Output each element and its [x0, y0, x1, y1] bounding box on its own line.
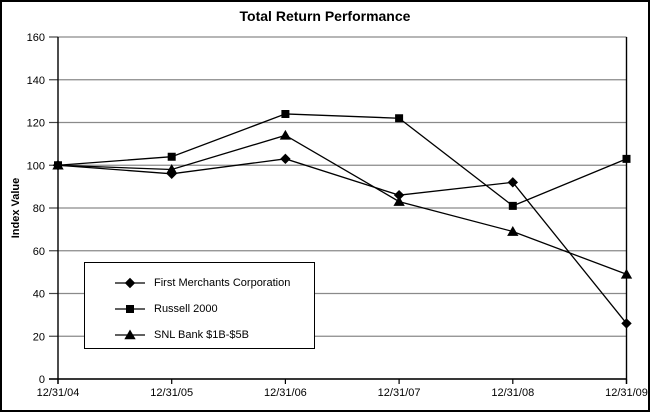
square-marker-icon	[115, 305, 145, 313]
y-tick-label: 20	[33, 331, 45, 343]
series-line-snl-bank-1b-5b	[57, 134, 627, 275]
series-marker-triangle	[507, 226, 519, 236]
legend-label: Russell 2000	[154, 303, 218, 315]
series-marker-square	[395, 114, 404, 123]
series-marker-square	[508, 201, 517, 210]
series-marker-diamond	[507, 177, 519, 188]
chart-title: Total Return Performance	[239, 8, 411, 24]
y-tick-label: 0	[39, 374, 45, 386]
legend-entry: First Merchants Corporation	[115, 270, 314, 296]
x-tick-label: 12/31/05	[150, 387, 193, 399]
series-marker-diamond	[280, 153, 291, 165]
x-tick-label: 12/31/04	[37, 387, 80, 399]
x-tick-label: 12/31/06	[264, 387, 307, 399]
x-tick-label: 12/31/08	[491, 387, 534, 399]
series-marker-triangle	[620, 268, 633, 279]
x-tick-label: 12/31/09	[605, 387, 648, 399]
y-tick-label: 120	[27, 118, 45, 130]
series-marker-square	[622, 154, 631, 163]
y-tick-label: 100	[27, 160, 45, 172]
x-tick-label: 12/31/07	[378, 387, 421, 399]
legend-entry: Russell 2000	[115, 296, 314, 322]
series-marker-triangle	[279, 129, 292, 140]
diamond-marker-icon	[115, 277, 145, 289]
y-tick-label: 160	[27, 32, 45, 44]
series-line-first-merchants-corporation	[57, 158, 628, 324]
series-marker-square	[281, 109, 290, 118]
y-tick-label: 40	[33, 289, 45, 301]
legend-entry: SNL Bank $1B-$5B	[115, 322, 314, 348]
legend-box: First Merchants Corporation Russell 2000 S…	[84, 262, 315, 349]
series-marker-triangle	[393, 196, 405, 206]
triangle-marker-icon	[115, 329, 145, 340]
y-tick-label: 140	[27, 75, 45, 87]
y-tick-label: 60	[33, 246, 45, 258]
series-marker-square	[167, 152, 176, 161]
series-marker-diamond	[621, 318, 632, 329]
series-marker-triangle	[166, 164, 178, 174]
y-tick-label: 80	[33, 203, 45, 215]
series-marker-triangle	[52, 159, 64, 170]
legend-label: SNL Bank $1B-$5B	[154, 329, 249, 341]
series-line-russell-2000	[57, 113, 627, 207]
legend-label: First Merchants Corporation	[154, 277, 291, 289]
